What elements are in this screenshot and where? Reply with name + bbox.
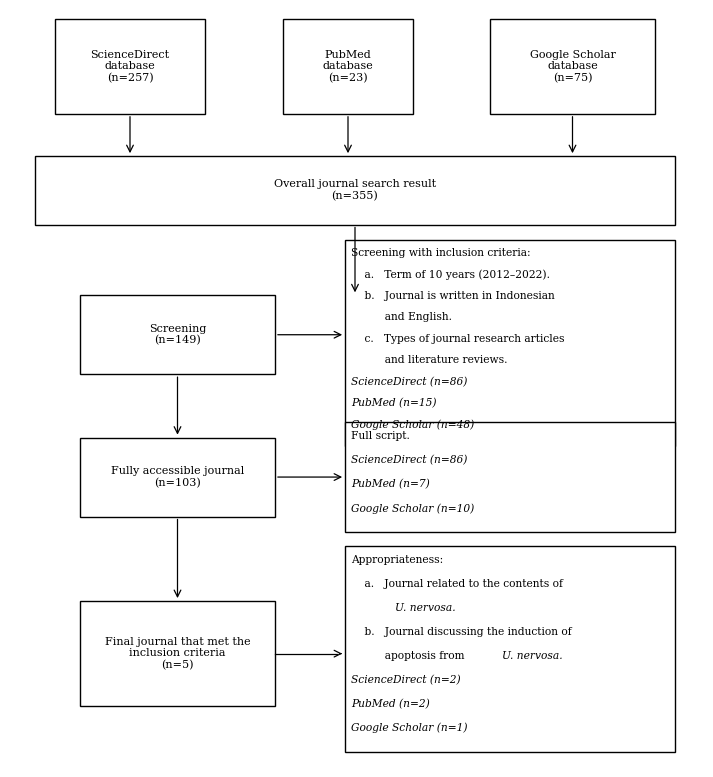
Text: Google Scholar (n=10): Google Scholar (n=10)	[351, 503, 474, 514]
Text: a.   Journal related to the contents of: a. Journal related to the contents of	[351, 580, 563, 590]
Text: Screening with inclusion criteria:: Screening with inclusion criteria:	[351, 248, 530, 258]
Text: and literature reviews.: and literature reviews.	[351, 355, 508, 365]
Bar	[490, 19, 655, 114]
Text: ScienceDirect (n=86): ScienceDirect (n=86)	[351, 377, 468, 387]
Text: Google Scholar (n=1): Google Scholar (n=1)	[351, 723, 468, 733]
Text: and English.: and English.	[351, 312, 452, 322]
Bar	[80, 601, 275, 706]
Text: a.   Term of 10 years (2012–2022).: a. Term of 10 years (2012–2022).	[351, 270, 550, 280]
Bar	[35, 156, 675, 225]
Text: Overall journal search result
(n=355): Overall journal search result (n=355)	[274, 179, 436, 201]
Bar	[80, 295, 275, 375]
Text: U. nervosa.: U. nervosa.	[502, 651, 563, 661]
Text: PubMed (n=7): PubMed (n=7)	[351, 479, 430, 490]
Text: Screening
(n=149): Screening (n=149)	[149, 324, 206, 346]
Text: U. nervosa.: U. nervosa.	[394, 603, 455, 613]
Bar	[283, 19, 413, 114]
Text: PubMed
database
(n=23): PubMed database (n=23)	[322, 50, 374, 83]
Text: Appropriateness:: Appropriateness:	[351, 556, 443, 566]
Text: Google Scholar
database
(n=75): Google Scholar database (n=75)	[530, 50, 615, 83]
Text: Full script.: Full script.	[351, 431, 410, 441]
Text: b.   Journal discussing the induction of: b. Journal discussing the induction of	[351, 627, 572, 637]
Text: b.   Journal is written in Indonesian: b. Journal is written in Indonesian	[351, 291, 555, 301]
Text: apoptosis from: apoptosis from	[351, 651, 468, 661]
Text: Google Scholar (n=48): Google Scholar (n=48)	[351, 420, 474, 430]
Text: ScienceDirect (n=86): ScienceDirect (n=86)	[351, 455, 468, 465]
Bar	[345, 422, 675, 532]
Bar	[80, 437, 275, 517]
Text: PubMed (n=15): PubMed (n=15)	[351, 398, 436, 408]
Text: Fully accessible journal
(n=103): Fully accessible journal (n=103)	[111, 466, 244, 488]
Bar	[55, 19, 205, 114]
Text: Final journal that met the
inclusion criteria
(n=5): Final journal that met the inclusion cri…	[105, 637, 250, 671]
Text: c.   Types of journal research articles: c. Types of journal research articles	[351, 334, 565, 344]
Text: ScienceDirect (n=2): ScienceDirect (n=2)	[351, 675, 461, 685]
Text: PubMed (n=2): PubMed (n=2)	[351, 699, 430, 709]
Bar	[345, 240, 675, 446]
Text: ScienceDirect
database
(n=257): ScienceDirect database (n=257)	[91, 50, 170, 83]
Bar	[345, 546, 675, 751]
